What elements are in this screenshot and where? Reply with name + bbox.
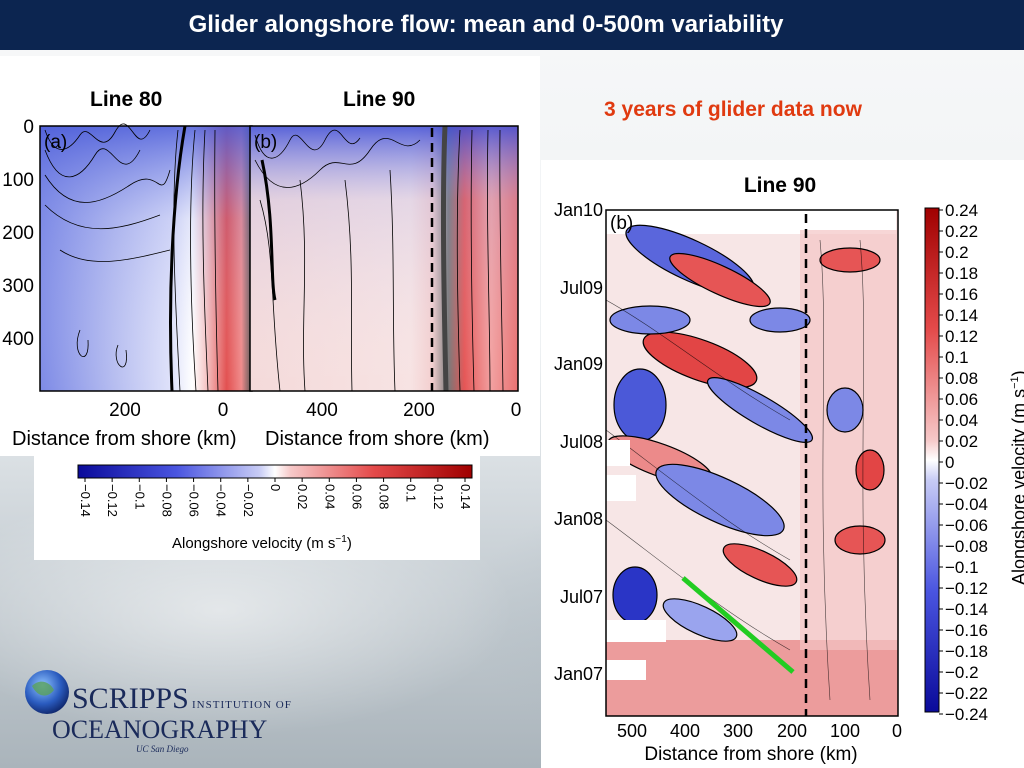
data-note: 3 years of glider data now	[604, 98, 862, 121]
mean-sections-svg: Line 80 Line 90 (a) 0	[2, 88, 522, 450]
timeseries-xtick: 500	[617, 721, 647, 741]
panel-a-xtick: 200	[109, 400, 141, 421]
right-colorbar-tick-label: −0.12	[945, 579, 988, 598]
logo-line1b: INSTITUTION OF	[192, 699, 292, 711]
logo-svg: SCRIPPS INSTITUTION OF OCEANOGRAPHY UC S…	[25, 670, 292, 754]
right-colorbar-tick-label: 0.16	[945, 285, 978, 304]
right-colorbar-tick-label: 0.14	[945, 306, 978, 325]
timeseries-xlabel: Distance from shore (km)	[644, 744, 857, 765]
panel-a-plot: (a) 0 100 200 300 400 200 0 Distance fro…	[2, 117, 253, 450]
left-colorbar-tick-label: −0.1	[132, 484, 147, 510]
right-colorbar-tick-label: 0.22	[945, 222, 978, 241]
timeseries-ytick: Jan09	[554, 354, 603, 374]
right-colorbar-tick-label: −0.24	[945, 705, 988, 724]
timeseries-plot: (b) Jan10 Jul09 Jan09 Jul08 Jan08 Jul07 …	[554, 200, 902, 765]
right-colorbar-ticks: 0.24 0.22 0.2 0.18 0.16 0.14 0.12 0.1 0.08 0.06 0.…	[939, 201, 988, 724]
panel-a-ytick: 200	[2, 223, 34, 244]
left-colorbar-tick-label: 0.14	[458, 484, 473, 509]
panel-b-xlabel: Distance from shore (km)	[265, 428, 490, 450]
right-colorbar-tick-label: −0.22	[945, 684, 988, 703]
timeseries-figure: Line 90	[541, 160, 1024, 768]
left-colorbar-tick-label: −0.02	[241, 484, 256, 517]
right-colorbar-tick-label: 0.2	[945, 243, 969, 262]
right-colorbar-label: Alongshore velocity (m s−1)	[1009, 370, 1024, 585]
left-colorbar-tick-label: 0	[268, 484, 283, 491]
left-colorbar-label: Alongshore velocity (m s−1)	[172, 534, 352, 552]
logo-line2: OCEANOGRAPHY	[52, 715, 267, 744]
left-colorbar-tick-label: −0.14	[78, 484, 93, 517]
right-colorbar-tick-label: 0	[945, 453, 954, 472]
panel-a-ytick: 400	[2, 329, 34, 350]
right-colorbar-tick-label: −0.04	[945, 495, 988, 514]
panel-b-xtick: 400	[306, 400, 338, 421]
timeseries-xtick: 400	[670, 721, 700, 741]
right-colorbar	[924, 207, 940, 713]
panel-b-xtick: 0	[511, 400, 522, 421]
left-colorbar-tick-label: 0.02	[295, 484, 310, 509]
left-colorbar-tick-label: −0.04	[214, 484, 229, 517]
right-colorbar-tick-label: 0.12	[945, 327, 978, 346]
left-colorbar-svg: −0.14 −0.12 −0.1 −0.08 −0.06 −0.04 −0.02 0 0.02 0…	[77, 464, 473, 552]
slide-title: Glider alongshore flow: mean and 0-500m …	[188, 11, 784, 38]
panel-a-xtick: 0	[218, 400, 229, 421]
right-colorbar-tick-label: −0.02	[945, 474, 988, 493]
right-colorbar-tick-label: 0.02	[945, 432, 978, 451]
left-colorbar-tick-label: −0.06	[187, 484, 202, 517]
scripps-logo: SCRIPPS INSTITUTION OF OCEANOGRAPHY UC S…	[22, 668, 302, 758]
right-colorbar-tick-label: 0.04	[945, 411, 978, 430]
right-colorbar-tick-label: −0.18	[945, 642, 988, 661]
timeseries-ytick: Jan07	[554, 664, 603, 684]
timeseries-ytick: Jan08	[554, 509, 603, 529]
timeseries-svg: Line 90	[554, 174, 1024, 765]
left-colorbar	[77, 464, 473, 479]
timeseries-xtick: 300	[723, 721, 753, 741]
logo-line1: SCRIPPS	[72, 682, 189, 715]
timeseries-xtick: 0	[892, 721, 902, 741]
right-colorbar-tick-label: 0.24	[945, 201, 978, 220]
left-colorbar-tick-label: 0.1	[404, 484, 419, 502]
left-colorbar-ticks: −0.14 −0.12 −0.1 −0.08 −0.06 −0.04 −0.02 0 0.02 0…	[78, 478, 473, 517]
left-colorbar-tick-label: 0.08	[377, 484, 392, 509]
timeseries-ytick: Jan10	[554, 200, 603, 220]
right-colorbar-tick-label: −0.2	[945, 663, 979, 682]
timeseries-panel-label: (b)	[610, 213, 633, 234]
right-colorbar-tick-label: 0.06	[945, 390, 978, 409]
left-colorbar-tick-label: 0.06	[349, 484, 364, 509]
right-colorbar-tick-label: −0.16	[945, 621, 988, 640]
right-colorbar-tick-label: 0.1	[945, 348, 969, 367]
panel-a-label: (a)	[44, 132, 67, 153]
timeseries-xtick: 200	[777, 721, 807, 741]
panel-b-label: (b)	[254, 132, 277, 153]
right-colorbar-tick-label: −0.1	[945, 558, 979, 577]
panel-a-ytick: 300	[2, 276, 34, 297]
timeseries-heading: Line 90	[744, 174, 816, 197]
panel-b-plot: (b) 400 200 0 Distance from shore (km)	[249, 125, 522, 450]
left-colorbar-figure: −0.14 −0.12 −0.1 −0.08 −0.06 −0.04 −0.02 0 0.02 0…	[34, 456, 480, 560]
left-colorbar-tick-label: −0.08	[159, 484, 174, 517]
left-colorbar-tick-label: 0.12	[431, 484, 446, 509]
right-colorbar-tick-label: 0.08	[945, 369, 978, 388]
timeseries-xtick: 100	[830, 721, 860, 741]
timeseries-ytick: Jul07	[560, 587, 603, 607]
title-bar: Glider alongshore flow: mean and 0-500m …	[0, 0, 1024, 50]
panel-a-xlabel: Distance from shore (km)	[12, 428, 237, 450]
panel-a-heading: Line 80	[90, 88, 162, 111]
right-colorbar-tick-label: −0.14	[945, 600, 988, 619]
logo-line3: UC San Diego	[136, 744, 189, 754]
right-colorbar-tick-label: 0.18	[945, 264, 978, 283]
panel-b-heading: Line 90	[343, 88, 415, 111]
right-colorbar-tick-label: −0.08	[945, 537, 988, 556]
timeseries-ytick: Jul09	[560, 278, 603, 298]
panel-a-ytick: 100	[2, 170, 34, 191]
glider-track-line	[681, 576, 795, 674]
left-colorbar-tick-label: −0.12	[105, 484, 120, 517]
mean-sections-figure: Line 80 Line 90 (a) 0	[0, 56, 540, 456]
panel-b-xtick: 200	[403, 400, 435, 421]
panel-a-ytick: 0	[23, 117, 34, 138]
timeseries-ytick: Jul08	[560, 432, 603, 452]
right-colorbar-tick-label: −0.06	[945, 516, 988, 535]
left-colorbar-tick-label: 0.04	[322, 484, 337, 509]
